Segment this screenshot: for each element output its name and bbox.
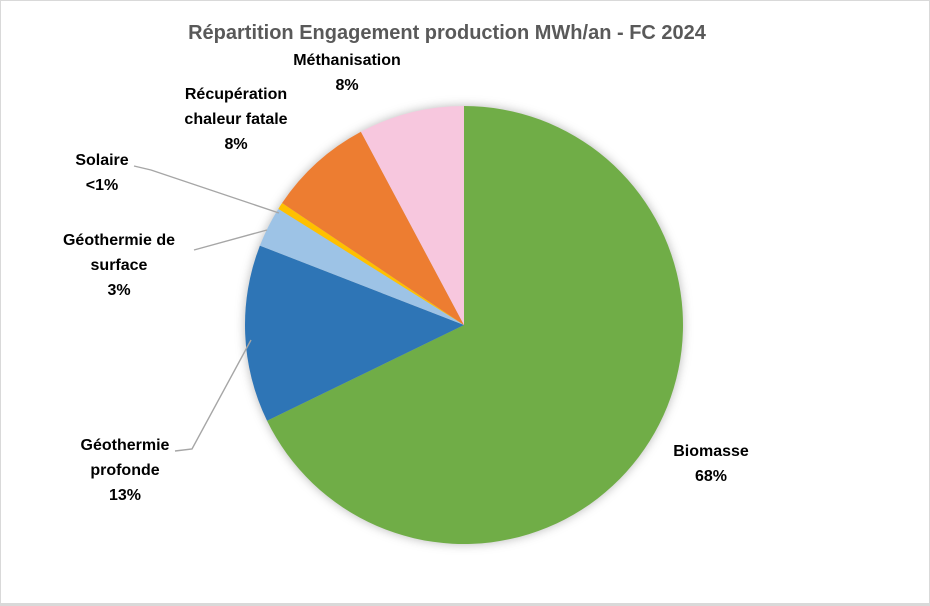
callout-geothermie-surface-pct: 3% (107, 282, 131, 299)
callout-recuperation-pct: 8% (224, 136, 248, 153)
callout-recuperation-label: Récupération chaleur fatale (184, 86, 288, 128)
leader-line-geothermie-profonde (174, 339, 252, 452)
callout-solaire: Solaire <1% (57, 148, 147, 198)
pie-slice-methanisation (360, 106, 464, 325)
callout-methanisation: Méthanisation 8% (272, 48, 422, 98)
callout-methanisation-pct: 8% (335, 77, 359, 94)
callout-recuperation-chaleur-fatale: Récupération chaleur fatale 8% (172, 82, 300, 157)
callout-geothermie-surface-label: Géothermie de surface (62, 232, 176, 274)
pie-slice-geothermie-de-surface (259, 208, 464, 325)
callout-geothermie-profonde-pct: 13% (108, 487, 142, 504)
callout-solaire-label: Solaire (75, 152, 129, 169)
pie-slice-solaire (278, 203, 464, 325)
pie-slice-biomasse (267, 106, 683, 544)
callout-solaire-pct: <1% (85, 177, 119, 194)
leader-line-solaire (133, 165, 280, 214)
callout-geothermie-profonde-label: Géothermie profonde (80, 437, 170, 479)
callout-biomasse: Biomasse 68% (646, 439, 776, 489)
pie-slice-recuperation-chaleur-fatale (282, 131, 464, 325)
callout-biomasse-label: Biomasse (673, 443, 749, 460)
callout-geothermie-profonde: Géothermie profonde 13% (69, 433, 181, 508)
callout-methanisation-label: Méthanisation (293, 52, 401, 69)
pie-slice-geothermie-profonde (245, 245, 464, 421)
chart-title: Répartition Engagement production MWh/an… (188, 22, 706, 44)
callout-geothermie-surface: Géothermie de surface 3% (44, 228, 194, 303)
callout-biomasse-pct: 68% (694, 468, 728, 485)
leader-line-geothermie-surface (193, 229, 268, 251)
